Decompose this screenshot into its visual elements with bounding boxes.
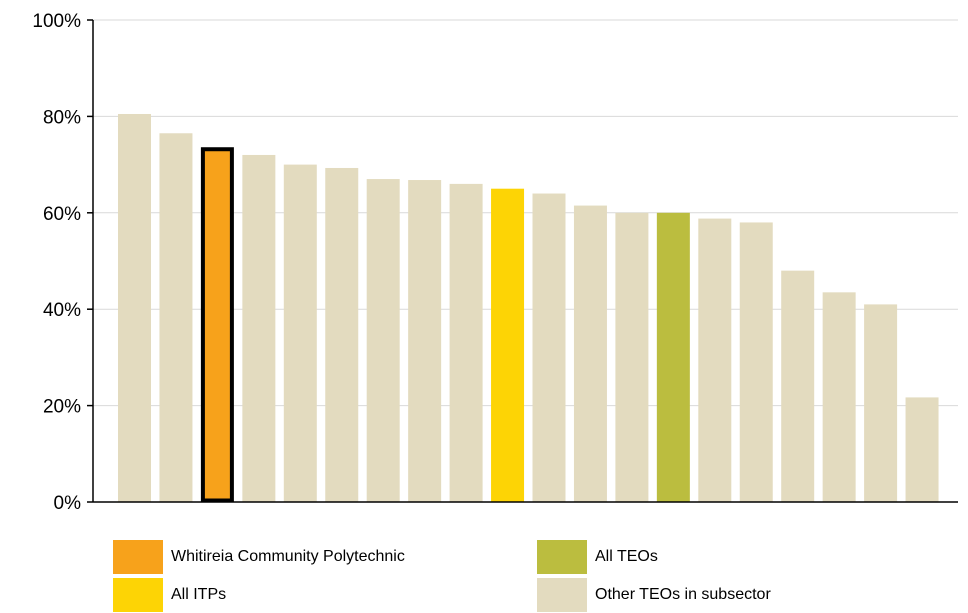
y-tick-label: 40% <box>43 300 81 321</box>
bar-other <box>325 167 359 502</box>
bar-other <box>118 113 151 503</box>
bar-other <box>408 180 442 503</box>
y-tick-label: 80% <box>43 107 81 128</box>
bar-other <box>449 183 483 502</box>
bar-other <box>864 304 898 502</box>
bar-other <box>159 133 193 502</box>
bar-other <box>739 222 773 502</box>
bar-itp <box>491 188 525 502</box>
y-ticks: 0% 20% 40% 60% 80% 100% <box>32 11 93 514</box>
bar-other <box>781 270 815 502</box>
y-tick-label: 20% <box>43 397 81 418</box>
bar-other <box>615 212 649 503</box>
y-tick-label: 0% <box>54 493 82 514</box>
bar-other <box>366 179 400 502</box>
bar-other <box>532 193 566 502</box>
axes <box>92 20 958 503</box>
bar-other <box>822 292 856 502</box>
y-tick-label: 60% <box>43 204 81 225</box>
bar-other <box>283 164 317 502</box>
bar-other <box>905 397 939 502</box>
bar-other <box>698 218 732 503</box>
y-tick-label: 100% <box>32 11 81 32</box>
bar-other <box>242 154 276 502</box>
bar-teo <box>656 212 690 503</box>
bar-whitireia <box>200 147 234 503</box>
bar-other <box>573 205 607 502</box>
bars <box>118 113 939 503</box>
